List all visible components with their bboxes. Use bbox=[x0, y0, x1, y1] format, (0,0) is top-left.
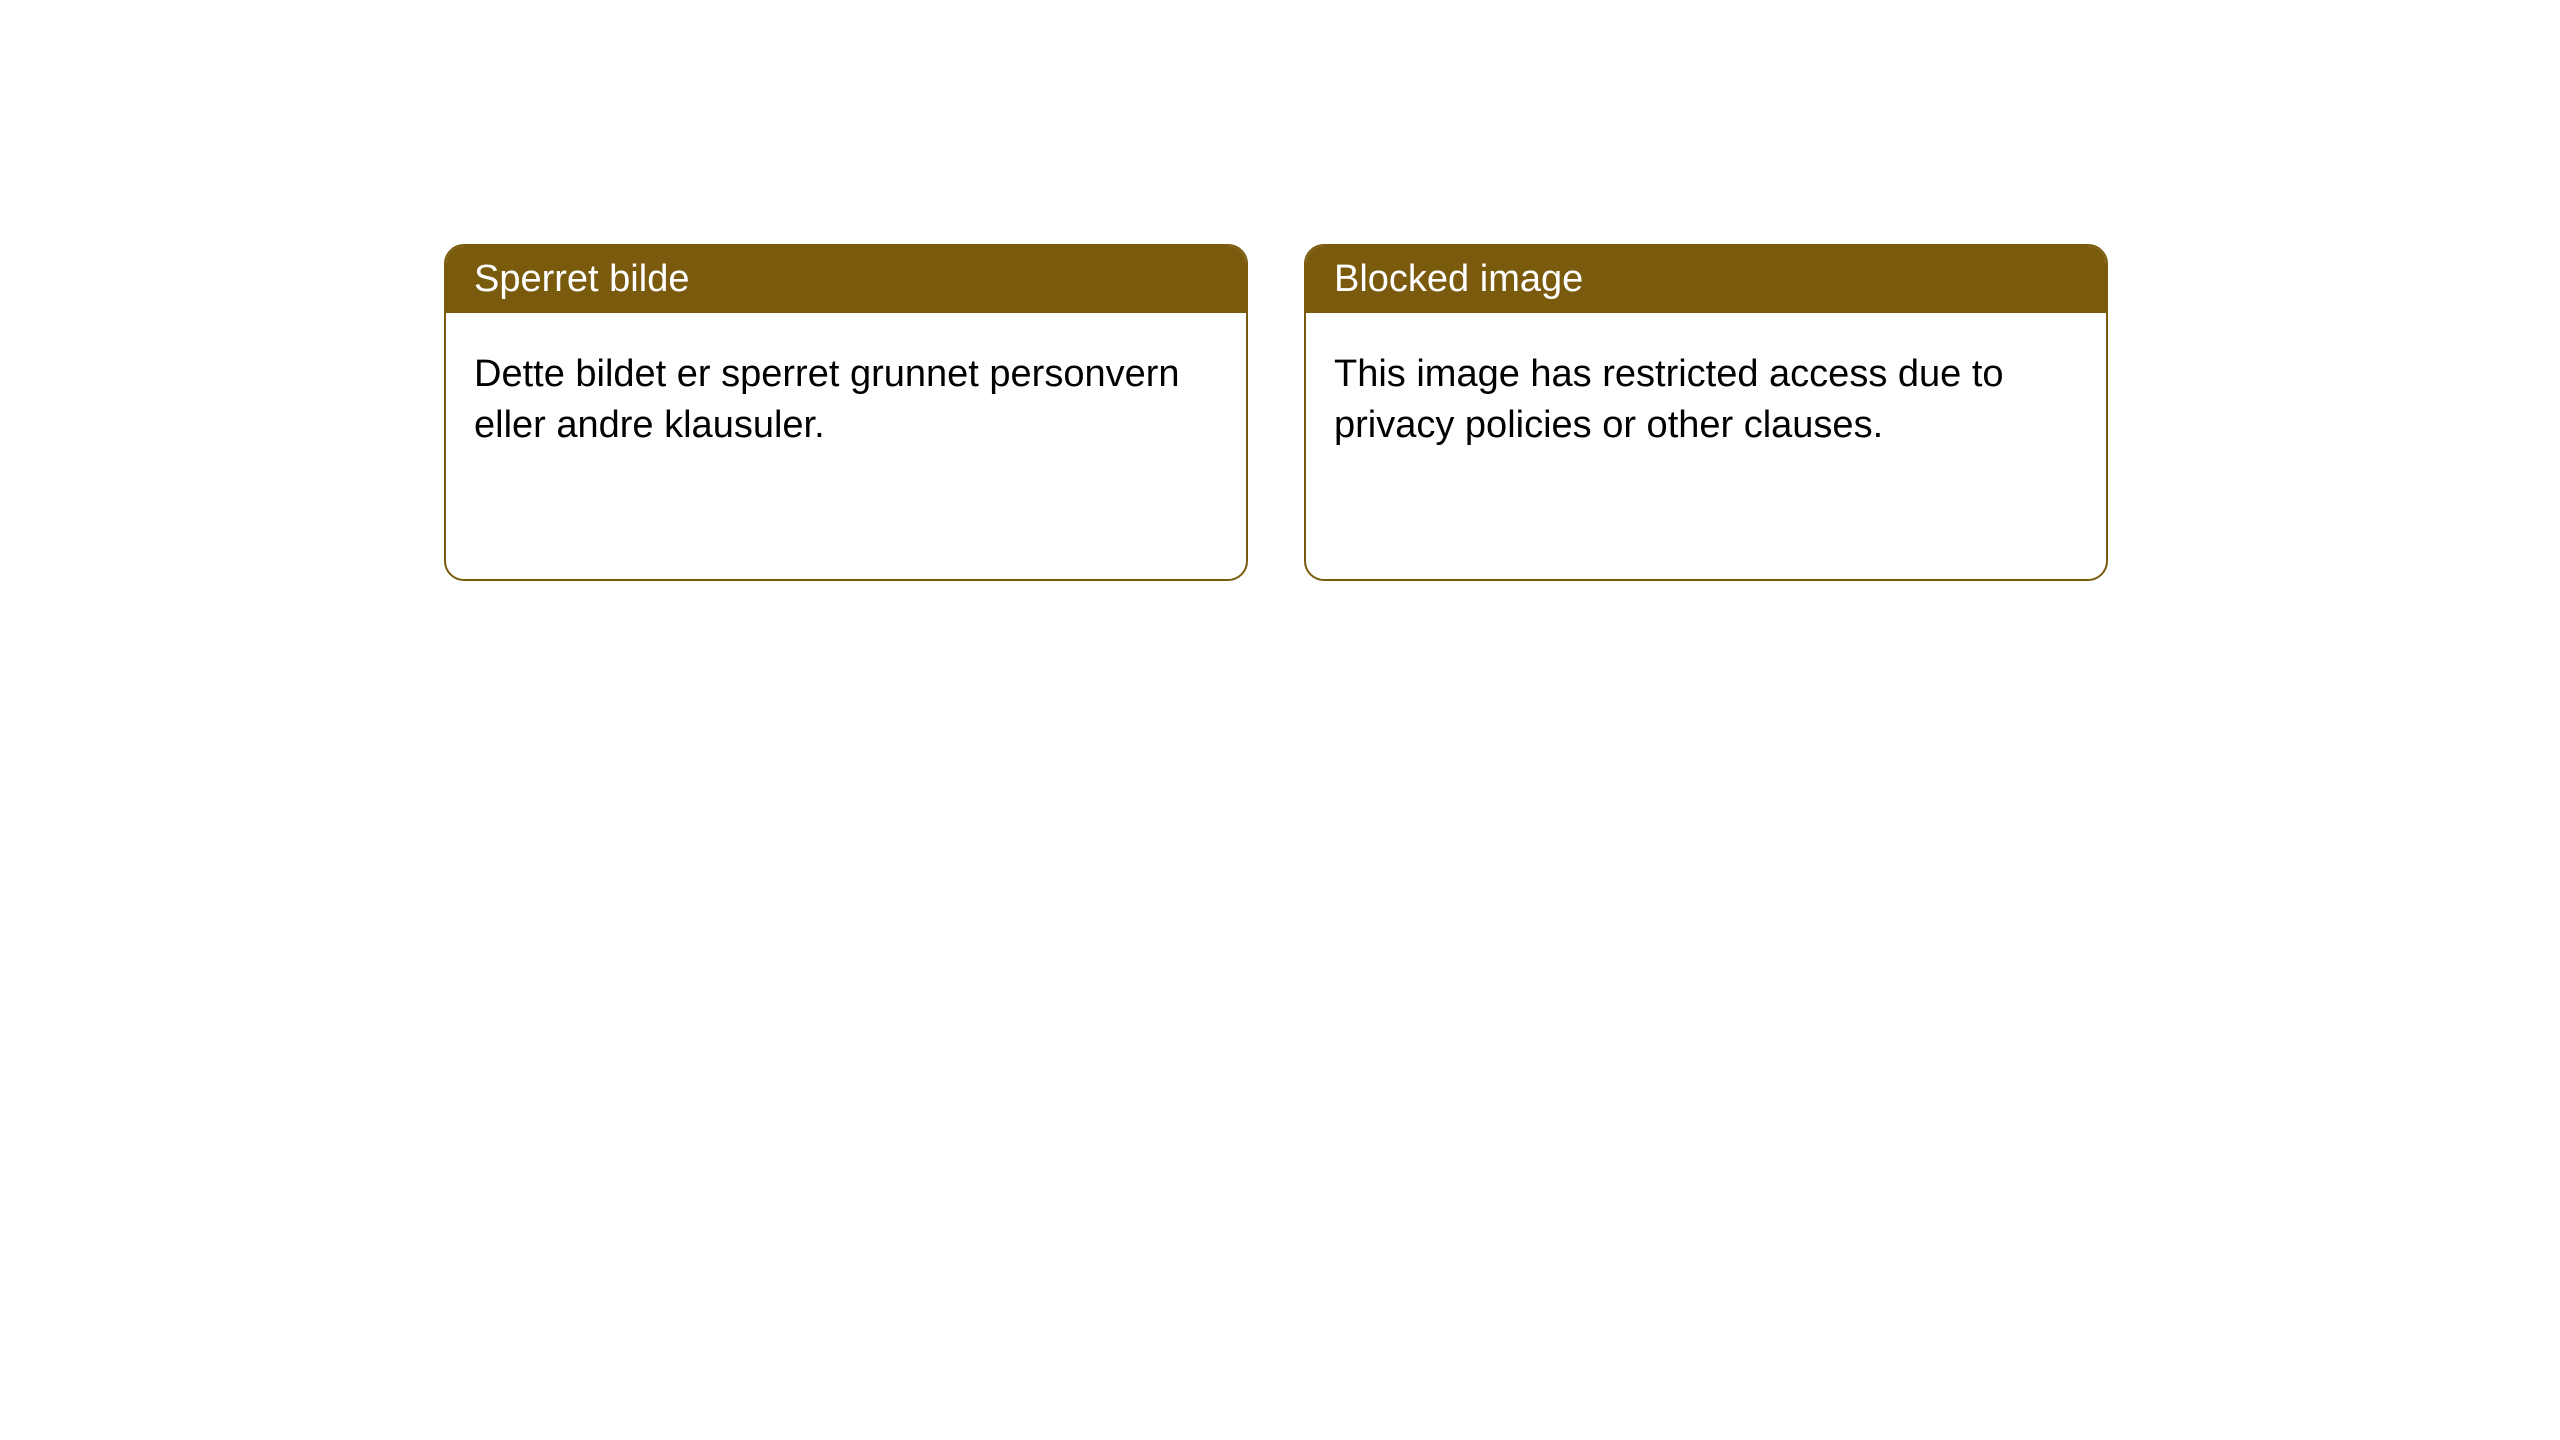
notice-card-english: Blocked image This image has restricted … bbox=[1304, 244, 2108, 581]
card-body-text: This image has restricted access due to … bbox=[1306, 313, 2106, 488]
card-body-text: Dette bildet er sperret grunnet personve… bbox=[446, 313, 1246, 488]
card-header: Blocked image bbox=[1306, 246, 2106, 313]
notice-container: Sperret bilde Dette bildet er sperret gr… bbox=[444, 244, 2108, 581]
notice-card-norwegian: Sperret bilde Dette bildet er sperret gr… bbox=[444, 244, 1248, 581]
card-header: Sperret bilde bbox=[446, 246, 1246, 313]
